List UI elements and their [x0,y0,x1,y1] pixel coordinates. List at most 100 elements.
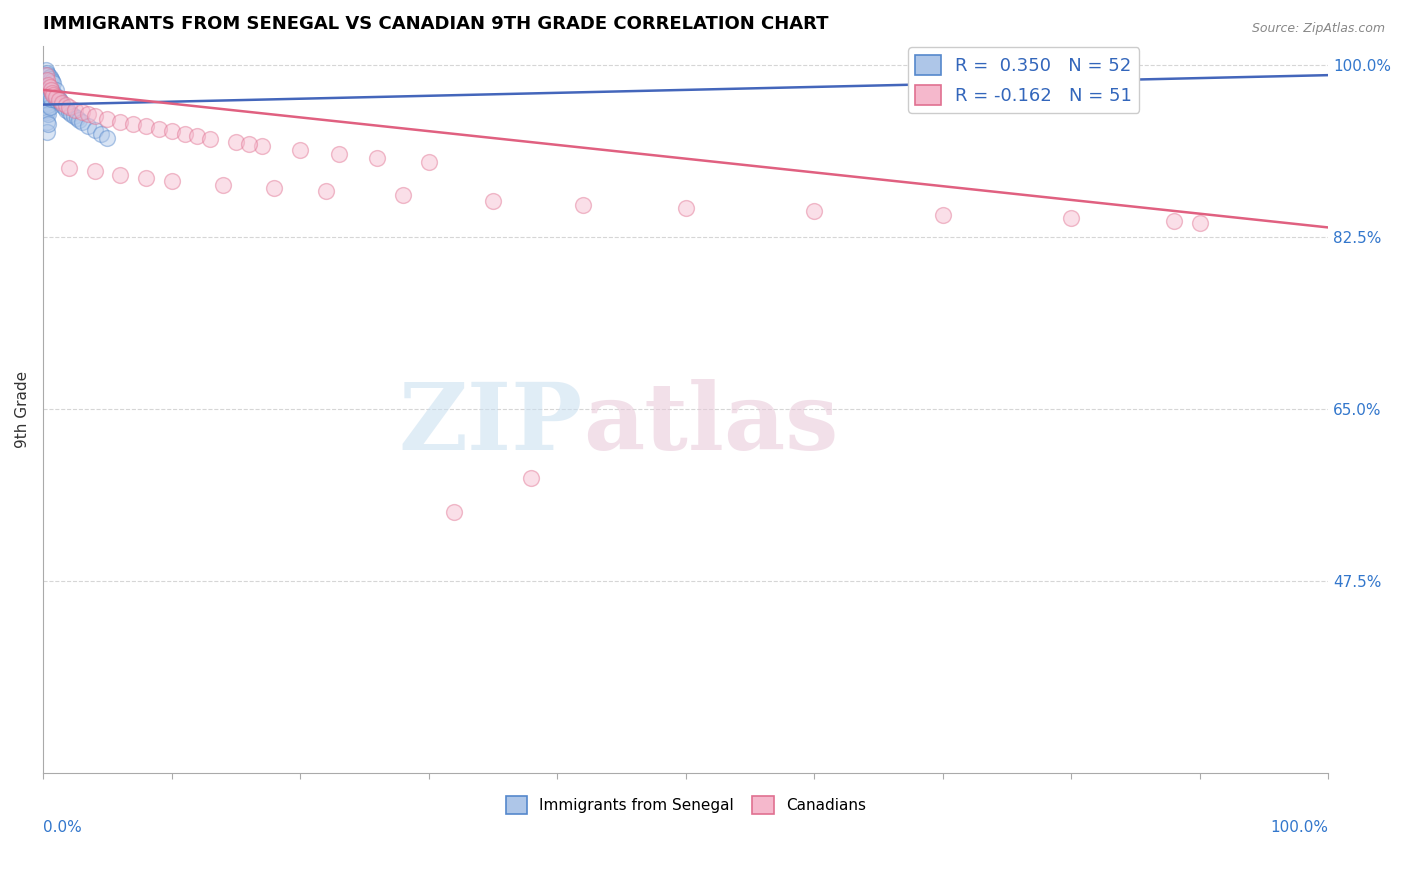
Point [49,94,72,108]
Point [58,161,80,176]
Point [37,107,59,121]
Point [35,95,58,110]
Point [41,84,63,98]
Point [46,89,69,103]
Point [38,79,60,94]
Point [160,174,183,188]
Point [55,97,77,112]
Point [35,63,58,78]
Point [520,471,543,485]
Point [39,92,62,106]
Point [35,86,58,100]
Point [110,169,132,183]
Text: 100.0%: 100.0% [1270,820,1329,835]
Point [77,120,100,134]
Point [90,127,112,141]
Point [48,92,70,106]
Point [225,135,247,149]
Point [35,73,58,87]
Point [39,72,62,87]
Point [38,89,60,103]
Point [35,103,58,117]
Point [315,184,337,198]
Point [35,105,58,120]
Point [212,178,235,193]
Point [392,188,415,202]
Point [96,131,118,145]
Point [70,105,93,120]
Point [48,93,70,107]
Point [39,83,62,97]
Point [35,125,58,139]
Point [37,97,59,112]
Point [328,146,350,161]
Point [1163,213,1185,227]
Point [160,124,183,138]
Point [38,79,60,94]
Point [51,95,73,110]
Point [366,151,388,165]
Point [263,181,285,195]
Text: 0.0%: 0.0% [44,820,82,835]
Point [122,117,145,131]
Point [44,87,66,102]
Point [148,122,170,136]
Point [443,505,465,519]
Text: Source: ZipAtlas.com: Source: ZipAtlas.com [1251,22,1385,36]
Point [60,107,83,121]
Point [34,68,56,82]
Point [41,86,63,100]
Point [200,132,222,146]
Point [418,154,440,169]
Point [42,86,65,100]
Point [35,93,58,107]
Point [173,127,195,141]
Point [83,164,105,178]
Point [931,208,953,222]
Point [65,103,87,117]
Point [58,105,80,120]
Legend: Immigrants from Senegal, Canadians: Immigrants from Senegal, Canadians [499,789,872,820]
Point [67,113,90,128]
Point [675,201,697,215]
Point [65,112,87,126]
Point [803,203,825,218]
Point [482,194,505,208]
Text: ZIP: ZIP [399,379,583,469]
Point [1060,211,1083,225]
Point [96,112,118,127]
Point [135,120,157,134]
Point [63,110,86,124]
Point [37,117,59,131]
Point [37,68,59,82]
Point [35,68,58,82]
Text: atlas: atlas [583,379,838,469]
Point [135,171,157,186]
Point [186,129,208,144]
Point [42,87,65,102]
Point [35,73,58,87]
Point [83,110,105,124]
Point [38,99,60,113]
Point [37,78,59,92]
Point [41,74,63,88]
Point [45,83,67,97]
Point [77,107,100,121]
Point [37,78,59,92]
Point [34,78,56,92]
Point [42,76,65,90]
Point [34,87,56,102]
Point [572,198,595,212]
Point [45,93,67,107]
Point [51,95,73,110]
Point [35,66,58,80]
Point [238,136,260,151]
Point [45,89,67,103]
Point [55,103,77,117]
Point [35,76,58,90]
Point [110,115,132,129]
Point [39,82,62,96]
Point [58,99,80,113]
Point [51,97,73,112]
Point [38,70,60,84]
